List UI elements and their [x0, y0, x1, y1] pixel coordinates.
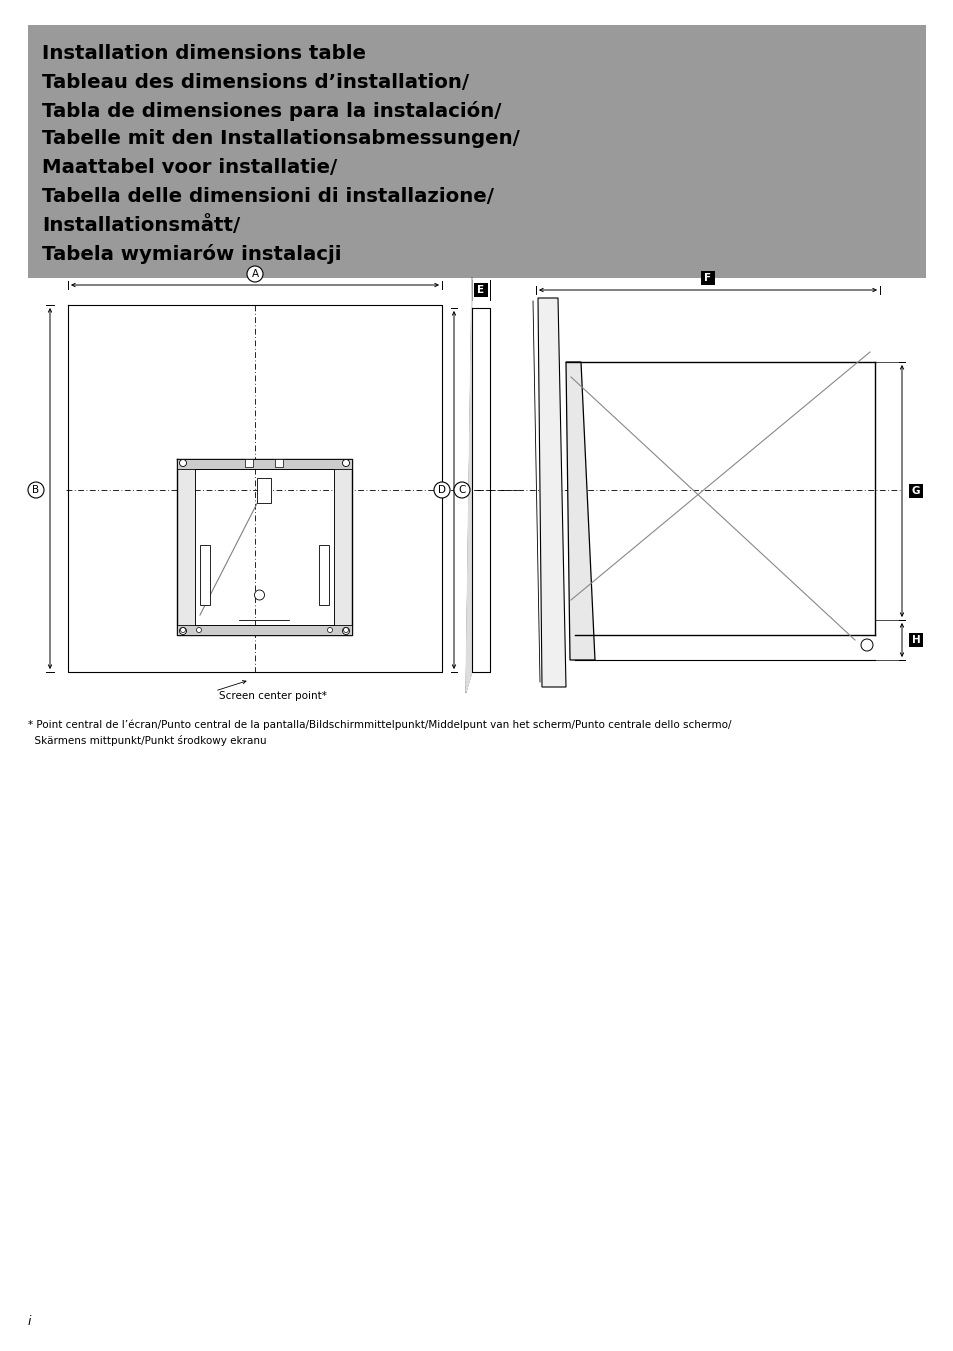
Circle shape	[342, 459, 349, 466]
Bar	[700, 272, 714, 285]
Circle shape	[247, 266, 263, 282]
Bar	[474, 282, 488, 297]
Circle shape	[434, 482, 450, 499]
Text: B: B	[32, 485, 39, 494]
Circle shape	[342, 627, 349, 635]
Bar	[245, 459, 253, 467]
Polygon shape	[565, 362, 595, 661]
Bar	[177, 459, 352, 469]
Circle shape	[180, 627, 185, 632]
Text: Tabelle mit den Installationsabmessungen/: Tabelle mit den Installationsabmessungen…	[42, 130, 519, 149]
Text: H: H	[911, 635, 920, 644]
Bar	[257, 477, 272, 503]
Bar	[200, 544, 210, 605]
Text: Tabla de dimensiones para la instalación/: Tabla de dimensiones para la instalación…	[42, 101, 501, 122]
Circle shape	[254, 590, 264, 600]
Text: Installationsmått/: Installationsmått/	[42, 215, 240, 235]
Circle shape	[327, 627, 333, 632]
Text: G: G	[911, 486, 920, 496]
Circle shape	[179, 459, 186, 466]
Text: i: i	[28, 1315, 31, 1328]
Bar	[28, 26, 925, 278]
Circle shape	[179, 627, 186, 635]
Text: C: C	[457, 485, 465, 494]
Text: * Point central de l’écran/Punto central de la pantalla/Bildschirmmittelpunkt/Mi: * Point central de l’écran/Punto central…	[28, 720, 731, 731]
Bar	[908, 634, 923, 647]
Text: A: A	[252, 269, 258, 280]
Bar	[318, 544, 329, 605]
Bar	[177, 459, 194, 635]
Text: Installation dimensions table: Installation dimensions table	[42, 45, 366, 63]
Text: Screen center point*: Screen center point*	[219, 690, 327, 701]
Text: E: E	[476, 285, 484, 295]
Circle shape	[196, 627, 201, 632]
Text: Maattabel voor installatie/: Maattabel voor installatie/	[42, 158, 337, 177]
Polygon shape	[465, 278, 472, 692]
Circle shape	[861, 639, 872, 651]
Circle shape	[28, 482, 44, 499]
Bar	[334, 459, 352, 635]
Text: Tabela wymiarów instalacji: Tabela wymiarów instalacji	[42, 243, 341, 263]
Bar	[177, 626, 352, 635]
Text: F: F	[703, 273, 711, 282]
Polygon shape	[537, 299, 565, 688]
Text: Tableau des dimensions d’installation/: Tableau des dimensions d’installation/	[42, 73, 469, 92]
Text: Tabella delle dimensioni di installazione/: Tabella delle dimensioni di installazion…	[42, 186, 494, 205]
Bar	[908, 484, 923, 499]
Circle shape	[454, 482, 470, 499]
Text: Skärmens mittpunkt/Punkt środkowy ekranu: Skärmens mittpunkt/Punkt środkowy ekranu	[28, 735, 266, 746]
Text: D: D	[437, 485, 446, 494]
Bar	[275, 459, 283, 467]
Circle shape	[343, 627, 348, 632]
